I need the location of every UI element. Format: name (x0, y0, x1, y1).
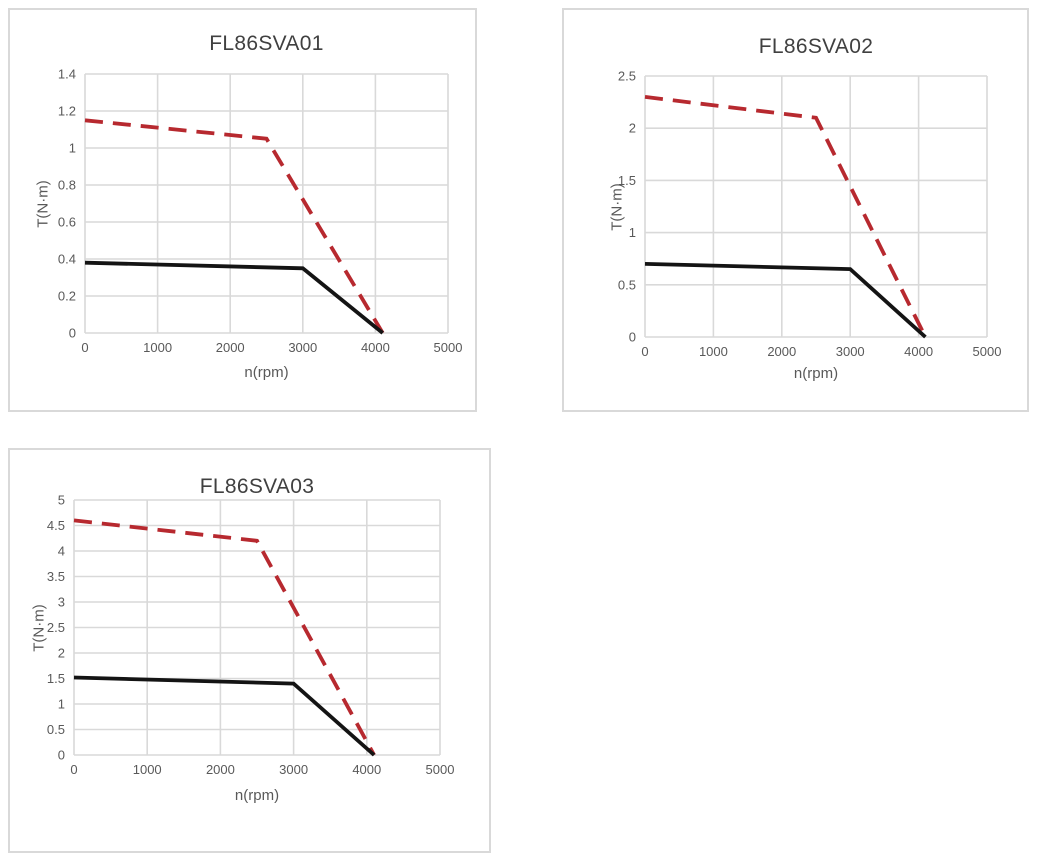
y-tick-label: 0.4 (58, 252, 76, 267)
x-tick-label: 4000 (352, 762, 381, 777)
x-tick-label: 3000 (836, 344, 865, 359)
chart-plot-area: 0 0.5 1 1.5 2 2.5 3 3.5 4 4.5 5 0 1000 2000 3000 4000 50… (47, 493, 455, 778)
y-tick-label: 0 (629, 330, 636, 345)
y-tick-label: 3.5 (47, 569, 65, 584)
x-tick-label: 5000 (426, 762, 455, 777)
x-axis-title: n(rpm) (244, 364, 289, 381)
x-axis-title: n(rpm) (234, 787, 280, 804)
y-tick-label: 2.5 (47, 620, 65, 635)
chart-title: FL86SVA01 (209, 32, 324, 55)
chart-panel-fl86sva03: FL86SVA03 T(N·m) n(rpm) 0 0.5 1 1.5 2 2.5 3 3.5… (8, 448, 491, 853)
y-tick-label: 2 (58, 646, 65, 661)
x-tick-label: 1000 (133, 762, 162, 777)
y-tick-label: 1.4 (58, 67, 76, 82)
x-tick-label: 5000 (973, 344, 1002, 359)
x-tick-label: 5000 (434, 340, 463, 355)
y-tick-label: 1 (58, 697, 65, 712)
x-tick-label: 3000 (279, 762, 308, 777)
y-tick-label: 1 (69, 141, 76, 156)
peak-torque-dashed-red-line (73, 518, 376, 756)
x-tick-label: 0 (641, 344, 648, 359)
y-tick-label: 0.2 (58, 289, 76, 304)
chart-title: FL86SVA03 (199, 475, 315, 498)
x-tick-label: 1000 (143, 340, 172, 355)
chart-plot-area: 0 0.2 0.4 0.6 0.8 1 1.2 1.4 0 1000 2000 3000 4000 500… (58, 67, 463, 356)
y-tick-label: 0.5 (618, 277, 636, 292)
x-tick-label: 1000 (699, 344, 728, 359)
y-tick-label: 0.5 (47, 722, 65, 737)
peak-torque-dashed-red-line (644, 95, 928, 338)
peak-torque-dashed-red-line (84, 118, 385, 334)
y-tick-label: 1.5 (47, 671, 65, 686)
y-tick-label: 1.2 (58, 104, 76, 119)
x-tick-label: 4000 (361, 340, 390, 355)
x-tick-label: 2000 (767, 344, 796, 359)
y-tick-label: 4.5 (47, 518, 65, 533)
y-tick-label: 0.8 (58, 178, 76, 193)
rated-torque-solid-black-line (84, 260, 384, 335)
x-tick-label: 3000 (288, 340, 317, 355)
y-tick-label: 2.5 (618, 69, 636, 84)
y-tick-label: 3 (58, 595, 65, 610)
x-tick-label: 2000 (216, 340, 245, 355)
chart-title: FL86SVA02 (758, 35, 874, 58)
y-tick-label: 5 (58, 493, 65, 508)
y-tick-label: 0.6 (58, 215, 76, 230)
x-tick-label: 4000 (904, 344, 933, 359)
y-tick-label: 0 (58, 748, 65, 763)
y-tick-label: 2 (629, 121, 636, 136)
x-tick-label: 2000 (206, 762, 235, 777)
x-axis-title: n(rpm) (793, 365, 839, 382)
y-tick-label: 0 (69, 326, 76, 341)
x-tick-label: 0 (70, 762, 77, 777)
x-tick-label: 0 (81, 340, 88, 355)
y-tick-label: 1 (629, 225, 636, 240)
y-tick-label: 1.5 (618, 173, 636, 188)
chart-plot-area: 0 0.5 1 1.5 2 2.5 0 1000 2000 3000 4000 5000 (618, 69, 1002, 360)
chart-panel-fl86sva02: FL86SVA02 T(N·m) n(rpm) 0 0.5 1 1.5 2 2.5 0 100… (562, 8, 1029, 412)
y-tick-label: 4 (58, 544, 65, 559)
rated-torque-solid-black-line (73, 675, 376, 757)
chart-panel-fl86sva01: FL86SVA01 T(N·m) n(rpm) 0 0.2 0.4 0.6 0.8 1 1.… (8, 8, 477, 412)
rated-torque-solid-black-line (644, 262, 927, 339)
